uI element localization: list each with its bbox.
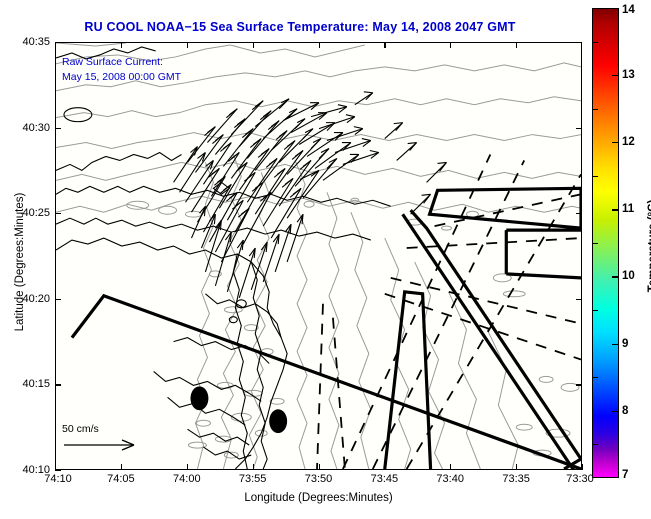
radar-swath-lower [401, 209, 581, 469]
y-tick-label: 40:25 [22, 207, 50, 220]
colorbar-tick-label: 13 [622, 69, 635, 82]
x-tick-label: 73:55 [238, 473, 267, 485]
y-tick-label: 40:35 [22, 36, 50, 48]
sst-contour-lines [56, 43, 581, 213]
map-graphics [56, 43, 581, 469]
x-tick-label: 74:05 [107, 473, 135, 485]
colorbar-tick-label: 14 [622, 4, 635, 16]
station-marker [269, 409, 288, 434]
radar-bearing-lines [316, 154, 581, 469]
surface-current-vectors [173, 91, 447, 298]
colorbar-tick-label: 12 [622, 136, 635, 149]
y-axis-title: Latitude (Degrees:Minutes) [14, 192, 26, 332]
x-tick-label: 73:30 [566, 473, 594, 485]
x-tick-label: 73:45 [370, 473, 399, 485]
scale-bar-arrow-icon [64, 439, 135, 451]
scale-bar-label: 50 cm/s [62, 423, 99, 435]
station-markers [190, 386, 288, 434]
x-tick-label: 74:10 [44, 473, 72, 485]
colorbar-tick-label: 11 [622, 203, 635, 216]
colorbar-title: Temperature (°C) [647, 199, 651, 293]
velocity-scale-bar: 50 cm/s [62, 423, 172, 457]
map-plot-area: Raw Surface Current: May 15, 2008 00:00 … [55, 42, 582, 470]
x-tick-label: 73:50 [304, 473, 333, 485]
x-tick-label: 73:35 [502, 473, 530, 485]
x-axis-title: Longitude (Degrees:Minutes) [244, 492, 393, 504]
y-tick-label: 40:30 [22, 121, 50, 134]
y-tick-label: 40:20 [22, 292, 50, 305]
y-tick-label: 40:10 [22, 464, 50, 476]
colorbar-tick-label: 10 [622, 270, 635, 283]
x-tick-label: 73:40 [436, 473, 464, 485]
colorbar-tick-label: 8 [622, 404, 629, 417]
radar-coverage-swaths [70, 186, 581, 469]
x-tick-label: 74:00 [173, 473, 201, 485]
figure-title: RU COOL NOAA−15 Sea Surface Temperature:… [84, 20, 516, 34]
colorbar-tick-label: 9 [622, 337, 629, 350]
y-tick-label: 40:15 [22, 378, 50, 391]
station-marker [190, 386, 209, 411]
colorbar-tick-label: 7 [622, 469, 629, 481]
coastline [56, 46, 391, 469]
